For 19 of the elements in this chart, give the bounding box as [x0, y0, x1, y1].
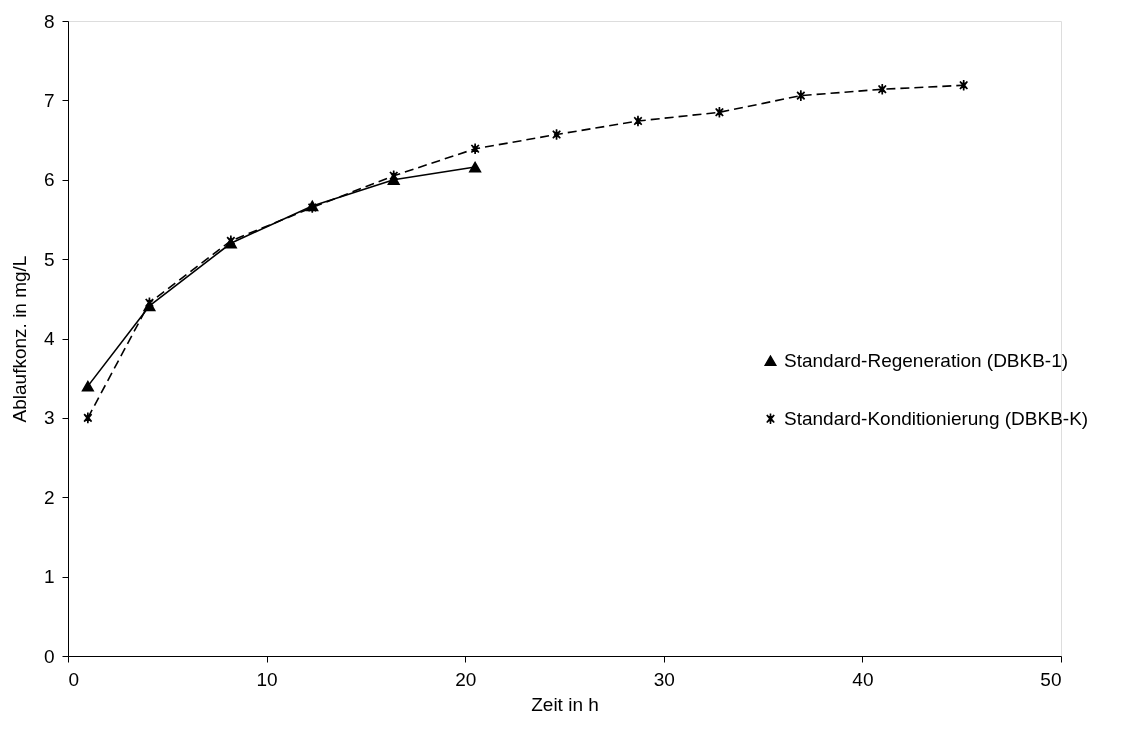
legend-label: Standard-Konditionierung (DBKB-K) — [784, 407, 1089, 429]
x-tick-label: 30 — [653, 668, 675, 690]
legend-label: Standard-Regeneration (DBKB-1) — [784, 349, 1069, 371]
y-tick-label: 7 — [43, 89, 55, 111]
x-tick-label: 10 — [256, 668, 278, 690]
x-tick-label: 50 — [1040, 668, 1062, 690]
y-tick-label: 8 — [43, 10, 55, 32]
x-axis-title: Zeit in h — [531, 693, 599, 715]
x-tick-label: 0 — [68, 668, 80, 690]
y-tick-label: 5 — [43, 248, 55, 270]
y-tick-label: 0 — [43, 645, 55, 667]
y-tick-label: 2 — [43, 486, 55, 508]
y-axis-title: Ablaufkonz. in mg/L — [8, 255, 30, 423]
y-tick-label: 1 — [43, 566, 55, 588]
x-tick-label: 40 — [852, 668, 874, 690]
y-tick-label: 3 — [43, 407, 55, 429]
y-tick-label: 4 — [43, 328, 55, 349]
x-tick-label: 20 — [455, 668, 477, 690]
y-tick-label: 6 — [43, 169, 55, 191]
